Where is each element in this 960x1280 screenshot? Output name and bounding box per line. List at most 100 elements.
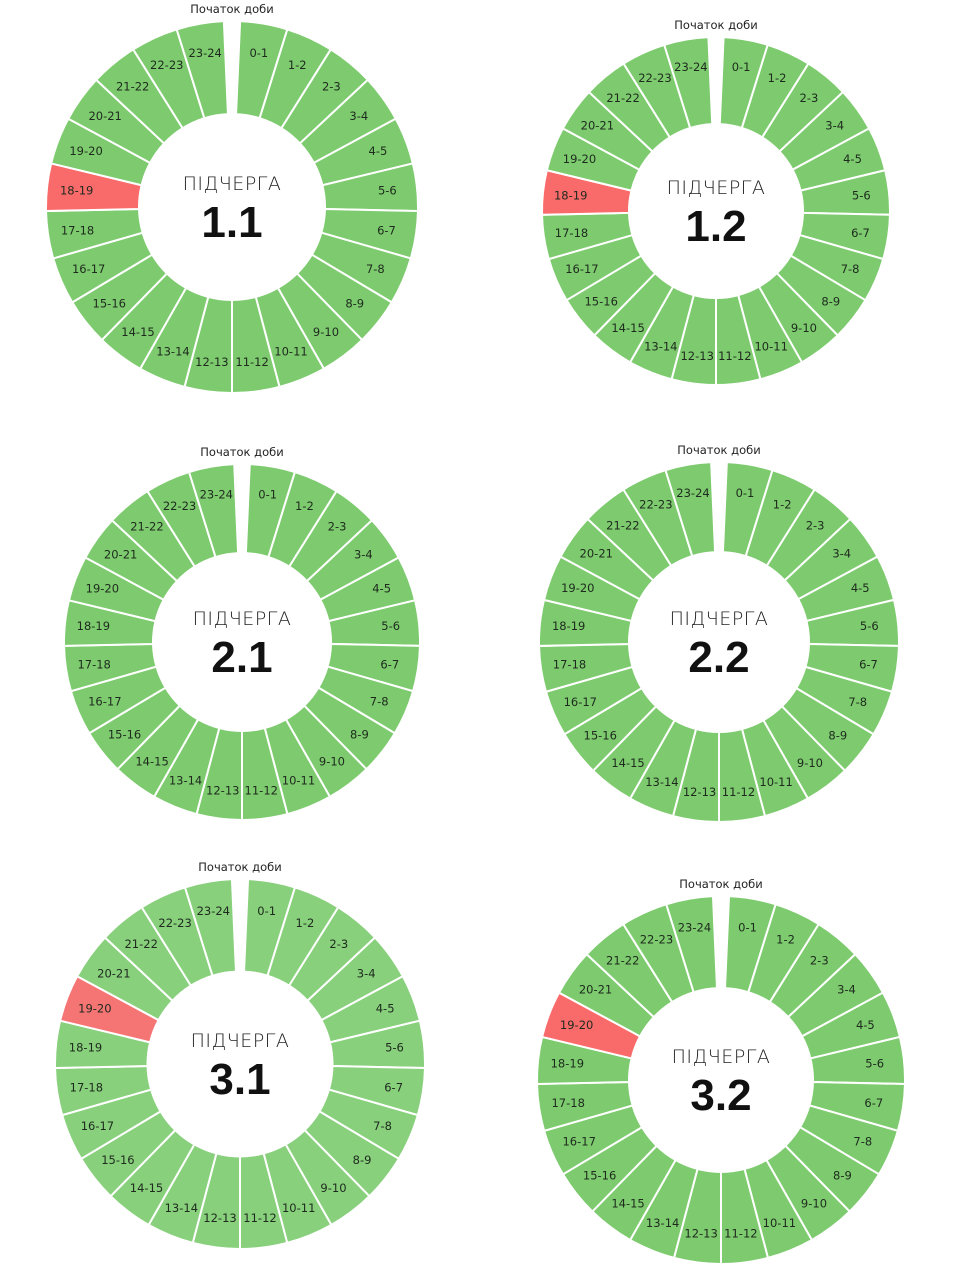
- hour-label-0-1: 0-1: [738, 921, 757, 935]
- hour-label-11-12: 11-12: [722, 785, 755, 799]
- hour-label-14-15: 14-15: [135, 754, 168, 768]
- donut-chart-3.1: 0-1 1-2 2-3 3-4 4-5 5-6 6-7 7-8 8-9 9-10 10-11 11-1…: [54, 860, 426, 1251]
- hour-label-4-5: 4-5: [369, 144, 388, 158]
- day-start-label: Початок доби: [198, 860, 281, 874]
- hour-label-10-11: 10-11: [763, 1216, 796, 1230]
- hour-label-15-16: 15-16: [108, 728, 141, 742]
- hour-label-15-16: 15-16: [584, 294, 617, 308]
- hour-label-13-14: 13-14: [644, 339, 677, 353]
- day-start-label: Початок доби: [200, 445, 283, 459]
- hour-label-13-14: 13-14: [169, 773, 202, 787]
- day-start-label: Початок доби: [674, 18, 757, 32]
- hour-label-22-23: 22-23: [163, 499, 196, 513]
- hour-label-12-13: 12-13: [684, 1226, 717, 1240]
- queue-word-label: ПІДЧЕРГА: [670, 608, 769, 630]
- hour-label-12-13: 12-13: [683, 785, 716, 799]
- hour-label-10-11: 10-11: [282, 1201, 315, 1215]
- hour-label-8-9: 8-9: [353, 1153, 372, 1167]
- hour-label-21-22: 21-22: [124, 937, 157, 951]
- hour-label-15-16: 15-16: [101, 1153, 134, 1167]
- hour-label-9-10: 9-10: [319, 754, 345, 768]
- hour-label-18-19: 18-19: [60, 183, 93, 197]
- hour-label-5-6: 5-6: [852, 188, 871, 202]
- power-segment-23-24: [663, 36, 714, 130]
- hour-label-22-23: 22-23: [638, 71, 671, 85]
- hour-label-9-10: 9-10: [320, 1181, 346, 1195]
- hour-label-22-23: 22-23: [150, 58, 183, 72]
- hour-label-19-20: 19-20: [560, 1018, 593, 1032]
- hour-label-2-3: 2-3: [329, 937, 348, 951]
- hour-label-21-22: 21-22: [130, 520, 163, 534]
- hour-label-11-12: 11-12: [235, 355, 268, 369]
- queue-number: 1.2: [685, 202, 746, 251]
- hour-label-9-10: 9-10: [797, 756, 823, 770]
- power-segment-23-24: [187, 463, 240, 559]
- hour-label-1-2: 1-2: [296, 916, 315, 930]
- hour-label-20-21: 20-21: [104, 548, 137, 562]
- queue-word-label: ПІДЧЕРГА: [672, 1046, 771, 1068]
- queue-number: 1.1: [201, 198, 262, 247]
- queue-number: 2.1: [211, 633, 272, 682]
- hour-label-0-1: 0-1: [736, 486, 755, 500]
- hour-label-4-5: 4-5: [856, 1018, 875, 1032]
- hour-label-18-19: 18-19: [552, 619, 585, 633]
- hour-label-11-12: 11-12: [245, 783, 278, 797]
- hour-label-5-6: 5-6: [378, 183, 397, 197]
- hour-label-10-11: 10-11: [754, 339, 787, 353]
- hour-label-16-17: 16-17: [564, 695, 597, 709]
- hour-label-16-17: 16-17: [88, 694, 121, 708]
- hour-label-1-2: 1-2: [295, 499, 314, 513]
- hour-label-21-22: 21-22: [606, 91, 639, 105]
- hour-label-8-9: 8-9: [828, 729, 847, 743]
- hour-label-20-21: 20-21: [88, 109, 121, 123]
- day-start-label: Початок доби: [679, 877, 762, 891]
- donut-chart-1.2: 0-1 1-2 2-3 3-4 4-5 5-6 6-7 7-8 8-9 9-10 10-1111-1…: [541, 18, 891, 387]
- hour-label-5-6: 5-6: [860, 619, 879, 633]
- hour-label-12-13: 12-13: [680, 349, 713, 363]
- hour-label-19-20: 19-20: [86, 582, 119, 596]
- hour-label-18-19: 18-19: [551, 1056, 584, 1070]
- hour-label-18-19: 18-19: [77, 619, 110, 633]
- hour-label-9-10: 9-10: [801, 1196, 827, 1210]
- queue-number: 3.2: [690, 1071, 751, 1120]
- hour-label-14-15: 14-15: [130, 1181, 163, 1195]
- hour-label-11-12: 11-12: [718, 349, 751, 363]
- hour-label-6-7: 6-7: [384, 1080, 403, 1094]
- hour-label-11-12: 11-12: [724, 1226, 757, 1240]
- hour-label-5-6: 5-6: [865, 1056, 884, 1070]
- hour-label-4-5: 4-5: [851, 581, 870, 595]
- hour-label-16-17: 16-17: [72, 262, 105, 276]
- hour-label-23-24: 23-24: [197, 904, 230, 918]
- donut-chart-2.2: 0-1 1-2 2-3 3-4 4-5 5-6 6-7 7-8 8-9 9-10 10-11 11-1…: [538, 443, 900, 824]
- hour-label-14-15: 14-15: [611, 321, 644, 335]
- hour-label-17-18: 17-18: [551, 1096, 584, 1110]
- hour-label-19-20: 19-20: [563, 152, 596, 166]
- hour-label-13-14: 13-14: [645, 775, 678, 789]
- hour-label-7-8: 7-8: [370, 694, 389, 708]
- hour-label-20-21: 20-21: [580, 547, 613, 561]
- hour-label-0-1: 0-1: [257, 904, 276, 918]
- hour-label-19-20: 19-20: [69, 144, 102, 158]
- hour-label-7-8: 7-8: [848, 695, 867, 709]
- hour-label-12-13: 12-13: [203, 1211, 236, 1225]
- hour-label-6-7: 6-7: [864, 1096, 883, 1110]
- hour-label-8-9: 8-9: [345, 297, 364, 311]
- hour-label-16-17: 16-17: [562, 1134, 595, 1148]
- power-segment-23-24: [183, 878, 238, 977]
- hour-label-1-2: 1-2: [776, 933, 795, 947]
- hour-label-2-3: 2-3: [322, 79, 341, 93]
- power-segment-23-24: [175, 20, 229, 120]
- day-start-label: Початок доби: [677, 443, 760, 457]
- hour-label-13-14: 13-14: [165, 1201, 198, 1215]
- hour-label-15-16: 15-16: [583, 1169, 616, 1183]
- queue-word-label: ПІДЧЕРГА: [191, 1030, 290, 1052]
- hour-label-20-21: 20-21: [579, 983, 612, 997]
- hour-label-10-11: 10-11: [274, 345, 307, 359]
- hour-label-17-18: 17-18: [77, 657, 110, 671]
- hour-label-18-19: 18-19: [554, 188, 587, 202]
- hour-label-1-2: 1-2: [288, 58, 307, 72]
- day-start-label: Початок доби: [190, 2, 273, 16]
- hour-label-0-1: 0-1: [249, 46, 268, 60]
- hour-label-0-1: 0-1: [732, 60, 751, 74]
